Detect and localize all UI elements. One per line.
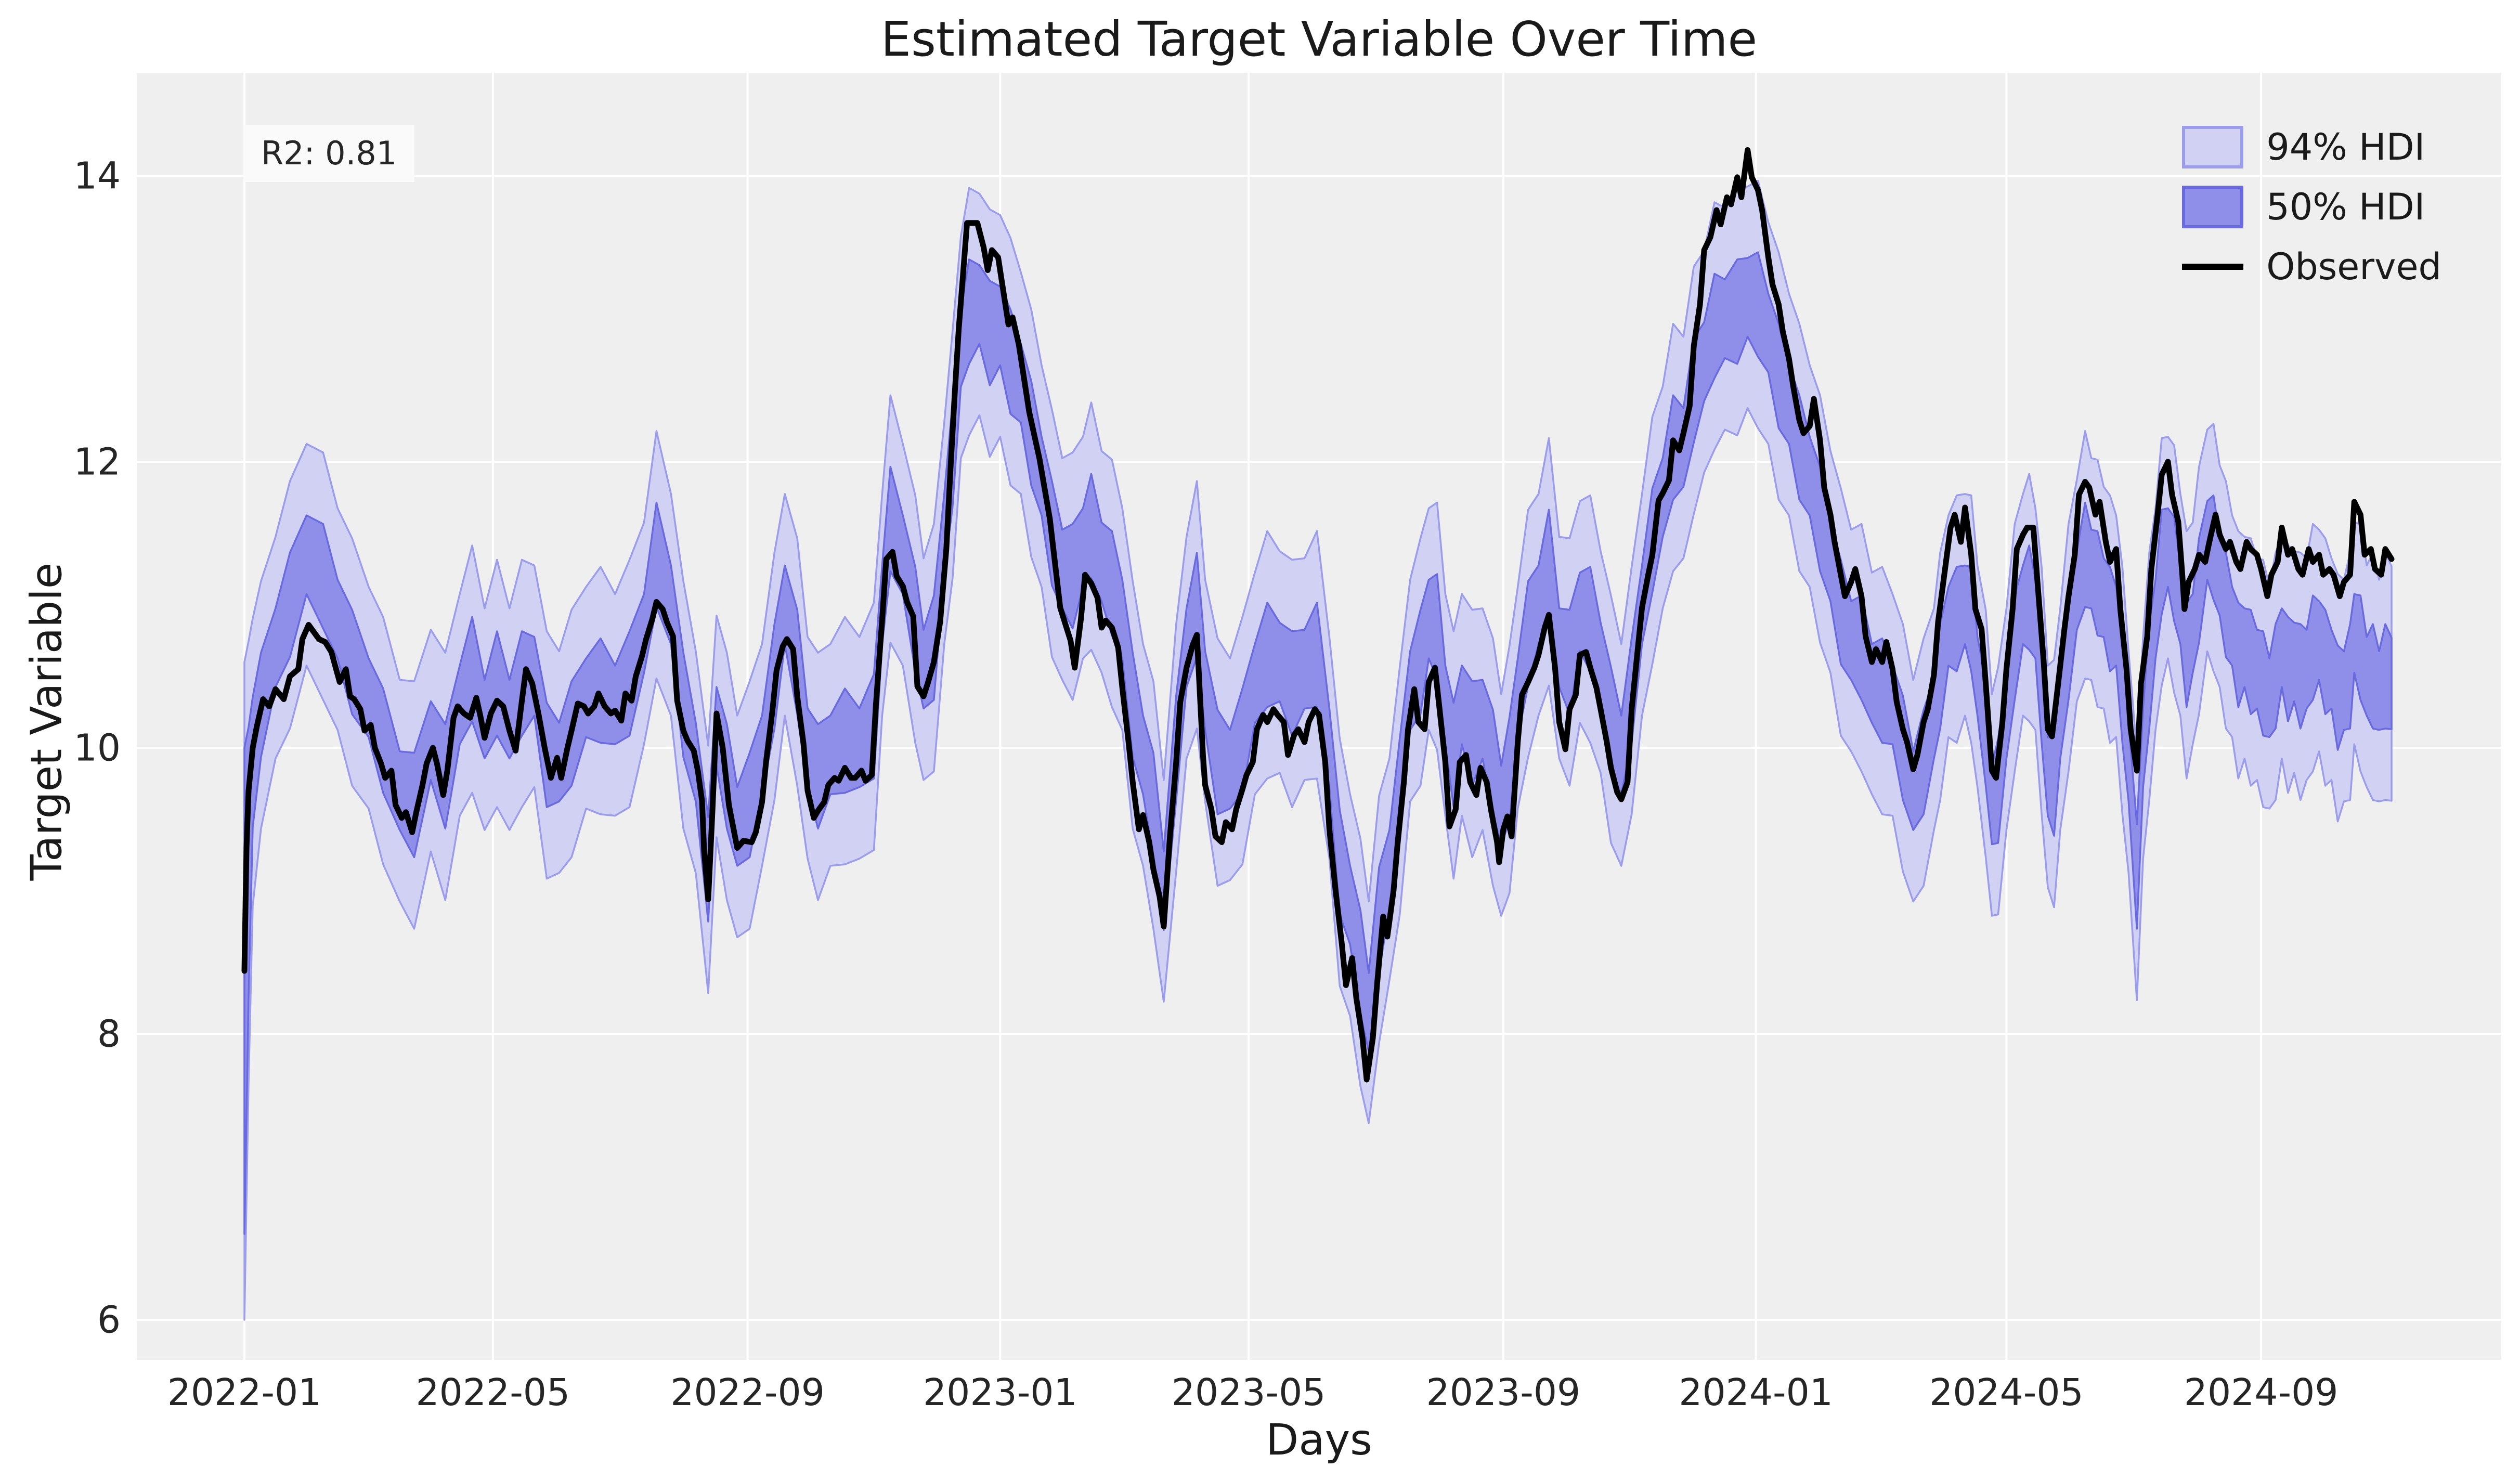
hdi50-swatch-icon <box>2182 185 2244 228</box>
x-tick-2023-05: 2023-05 <box>1171 1371 1326 1414</box>
y-tick-10: 10 <box>73 726 121 770</box>
y-axis-label: Target Variable <box>22 562 72 881</box>
x-tick-2024-01: 2024-01 <box>1679 1371 1833 1414</box>
legend-label-50-hdi: 50% HDI <box>2266 185 2425 228</box>
x-tick-2024-05: 2024-05 <box>1929 1371 2084 1414</box>
chart-title: Estimated Target Variable Over Time <box>880 11 1758 67</box>
legend-label-observed: Observed <box>2266 245 2441 288</box>
legend-item-observed: Observed <box>2182 237 2441 296</box>
x-tick-2022-09: 2022-09 <box>670 1371 825 1414</box>
y-tick-14: 14 <box>73 154 121 198</box>
x-tick-2023-09: 2023-09 <box>1426 1371 1581 1414</box>
x-tick-2022-05: 2022-05 <box>415 1371 570 1414</box>
x-tick-2024-09: 2024-09 <box>2184 1371 2339 1414</box>
hdi94-swatch-icon <box>2182 125 2244 168</box>
r2-annotation: R2: 0.81 <box>243 125 415 183</box>
y-tick-8: 8 <box>97 1012 121 1056</box>
plot-area: R2: 0.81 94% HDI 50% HDI Observed <box>137 73 2501 1360</box>
x-tick-2022-01: 2022-01 <box>167 1371 322 1414</box>
observed-line-swatch-icon <box>2182 263 2244 270</box>
x-tick-2023-01: 2023-01 <box>923 1371 1077 1414</box>
chart-canvas <box>137 73 2501 1360</box>
y-tick-6: 6 <box>97 1298 121 1342</box>
legend-item-94-hdi: 94% HDI <box>2182 117 2441 177</box>
legend-item-50-hdi: 50% HDI <box>2182 177 2441 237</box>
x-axis-label: Days <box>1266 1416 1372 1465</box>
y-tick-12: 12 <box>73 440 121 484</box>
legend: 94% HDI 50% HDI Observed <box>2182 117 2441 296</box>
legend-label-94-hdi: 94% HDI <box>2266 125 2425 168</box>
